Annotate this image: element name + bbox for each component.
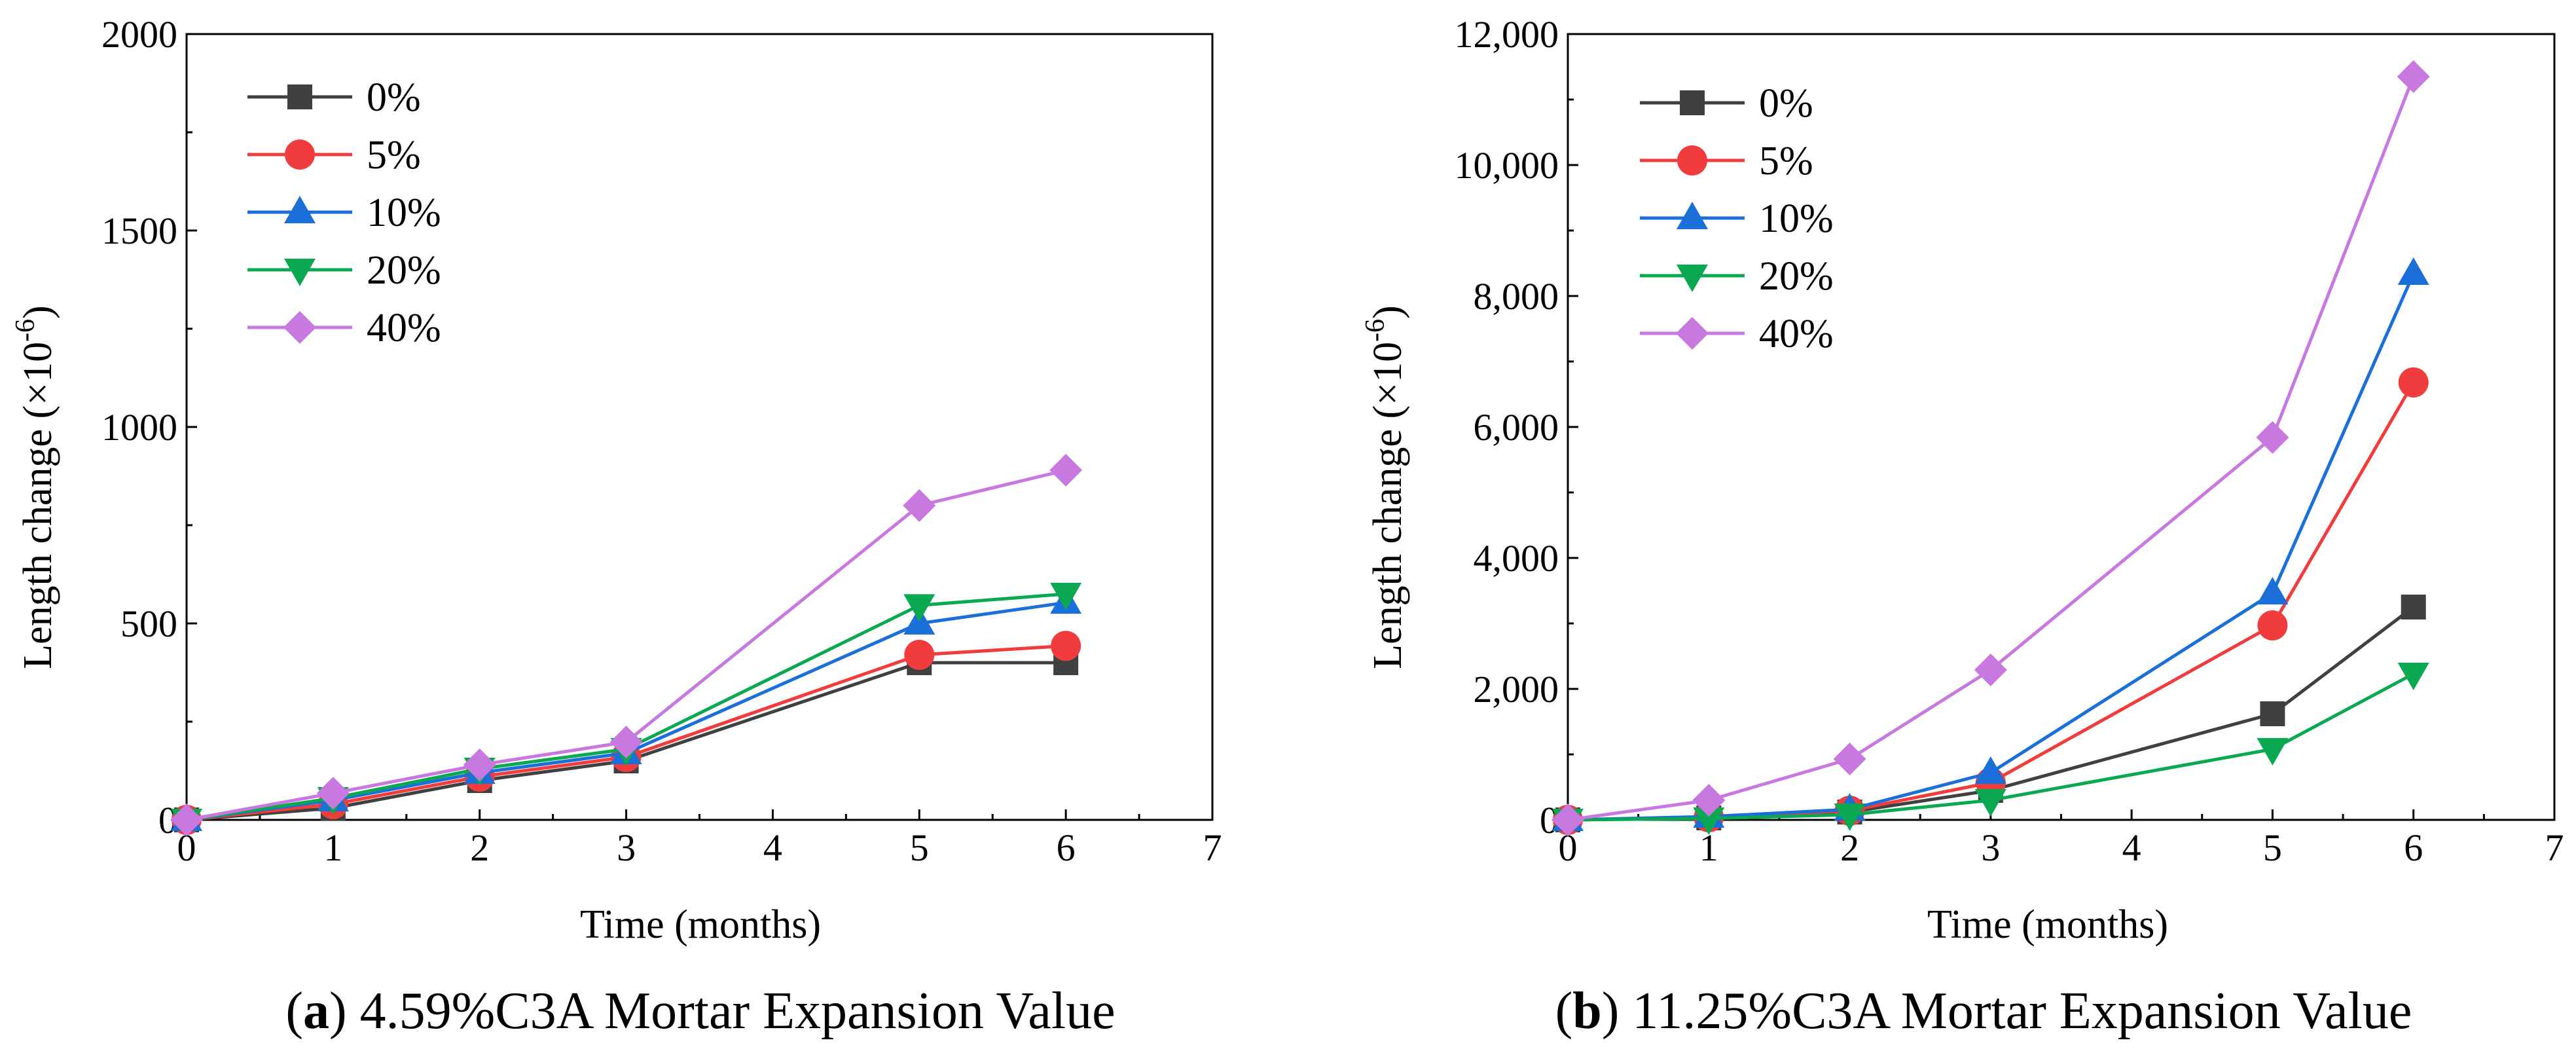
- legend-marker-b: [1677, 145, 1707, 176]
- data-point-a-40pct: [316, 777, 350, 810]
- x-tick-label-a: 5: [910, 826, 929, 869]
- y-axis-title-a: Length change (×10-6): [10, 305, 60, 669]
- data-point-b-0pct: [2260, 701, 2285, 726]
- y-tick-label-b: 12,000: [1455, 13, 1559, 56]
- data-point-a-5pct: [1051, 631, 1081, 661]
- legend-label-b: 0%: [1759, 81, 1813, 126]
- x-tick-label-b: 6: [2404, 826, 2423, 869]
- legend-a: 0% 5% 10% 20% 40%: [247, 75, 441, 350]
- x-tick-label-a: 2: [470, 826, 489, 869]
- x-tick-label-a: 4: [763, 826, 782, 869]
- data-point-a-40pct: [463, 748, 496, 781]
- axes-frame-b: 0 1 2 3 4 5 6 702,0004,0006,0008,00010,00012,00…: [1455, 13, 2564, 869]
- x-tick-label-b: 7: [2545, 826, 2564, 869]
- data-point-b-40pct: [1833, 743, 1866, 775]
- legend-marker-a: [284, 196, 316, 223]
- legend-b: 0% 5% 10% 20% 40%: [1640, 81, 1834, 356]
- x-tick-label-b: 2: [1840, 826, 1859, 869]
- legend-label-a: 5%: [367, 133, 421, 177]
- x-axis-title-b: Time (months): [1927, 902, 2168, 947]
- data-point-b-40pct: [1692, 784, 1726, 817]
- data-point-a-5pct: [904, 640, 935, 670]
- data-point-a-40pct: [903, 489, 936, 522]
- data-point-b-40pct: [1551, 804, 1584, 836]
- legend-label-a: 20%: [367, 248, 441, 293]
- series-line-a-0pct: [186, 661, 1066, 822]
- series-layer-a: [170, 454, 1083, 836]
- data-point-b-5pct: [2257, 610, 2288, 640]
- data-point-b-40pct: [2397, 60, 2430, 93]
- legend-label-b: 10%: [1759, 196, 1834, 241]
- data-point-a-20pct: [1050, 583, 1082, 610]
- legend-marker-b: [1680, 90, 1705, 115]
- series-line-b-10pct: [1567, 272, 2416, 822]
- data-point-b-10pct: [2257, 577, 2289, 604]
- data-point-a-40pct: [609, 726, 643, 759]
- legend-label-a: 0%: [367, 75, 421, 120]
- x-axis-title-a: Time (months): [580, 902, 821, 947]
- y-tick-label-a: 1000: [101, 406, 177, 449]
- x-tick-label-a: 6: [1057, 826, 1076, 869]
- data-point-b-20pct: [2257, 738, 2289, 766]
- data-point-b-40pct: [2256, 421, 2289, 454]
- chart-panel-b: 0 1 2 3 4 5 6 702,0004,0006,0008,00010,00012,00…: [1360, 13, 2564, 1040]
- data-point-a-40pct: [1049, 454, 1083, 487]
- series-layer-b: [1551, 60, 2430, 836]
- series-line-a-5pct: [186, 644, 1066, 822]
- legend-label-a: 40%: [367, 306, 441, 350]
- caption-a: (a) 4.59%C3A Mortar Expansion Value: [285, 982, 1115, 1040]
- plot-frame-b: [1567, 33, 2556, 821]
- data-point-b-0pct: [2401, 595, 2426, 619]
- data-point-b-20pct: [1693, 807, 1725, 835]
- caption-b: (b) 11.25%C3A Mortar Expansion Value: [1555, 982, 2412, 1040]
- y-tick-label-b: 6,000: [1474, 406, 1559, 449]
- x-tick-label-b: 3: [1981, 826, 2000, 869]
- x-tick-label-a: 7: [1203, 826, 1222, 869]
- series-line-a-40pct: [186, 468, 1066, 822]
- y-tick-label-b: 4,000: [1474, 537, 1559, 580]
- data-point-b-40pct: [1974, 654, 2007, 686]
- plot-frame-a: [185, 33, 1214, 821]
- legend-label-b: 40%: [1759, 312, 1834, 356]
- series-line-b-20pct: [1567, 672, 2414, 822]
- data-point-b-20pct: [1974, 789, 2006, 817]
- data-point-a-20pct: [903, 594, 935, 622]
- x-tick-label-a: 1: [323, 826, 342, 869]
- data-point-b-10pct: [1974, 756, 2006, 784]
- y-tick-label-b: 10,000: [1455, 144, 1559, 187]
- x-tick-label-b: 4: [2122, 826, 2141, 869]
- y-tick-label-a: 500: [120, 602, 177, 645]
- legend-label-b: 20%: [1759, 254, 1834, 299]
- legend-marker-a: [287, 84, 312, 109]
- x-tick-label-a: 3: [617, 826, 636, 869]
- data-point-a-40pct: [170, 804, 203, 836]
- legend-marker-a: [284, 259, 316, 286]
- legend-marker-a: [283, 311, 316, 344]
- legend-marker-b: [1677, 265, 1708, 292]
- series-line-b-40pct: [1567, 76, 2416, 822]
- y-tick-label-b: 2,000: [1474, 668, 1559, 711]
- legend-label-b: 5%: [1759, 139, 1813, 183]
- y-tick-label-a: 1500: [101, 210, 177, 252]
- x-tick-label-b: 5: [2263, 826, 2282, 869]
- legend-marker-b: [1677, 202, 1708, 229]
- data-point-b-10pct: [2397, 257, 2429, 285]
- series-line-b-5pct: [1567, 381, 2415, 822]
- series-line-a-20pct: [186, 592, 1066, 822]
- y-tick-label-a: 2000: [101, 13, 177, 56]
- legend-label-a: 10%: [367, 191, 441, 235]
- data-point-b-5pct: [2398, 367, 2429, 397]
- data-point-b-20pct: [2397, 663, 2429, 690]
- y-tick-label-b: 8,000: [1474, 275, 1559, 318]
- legend-marker-a: [285, 139, 315, 170]
- data-point-b-20pct: [1834, 804, 1866, 831]
- y-axis-title-b: Length change (×10-6): [1360, 305, 1410, 669]
- legend-marker-b: [1676, 317, 1709, 350]
